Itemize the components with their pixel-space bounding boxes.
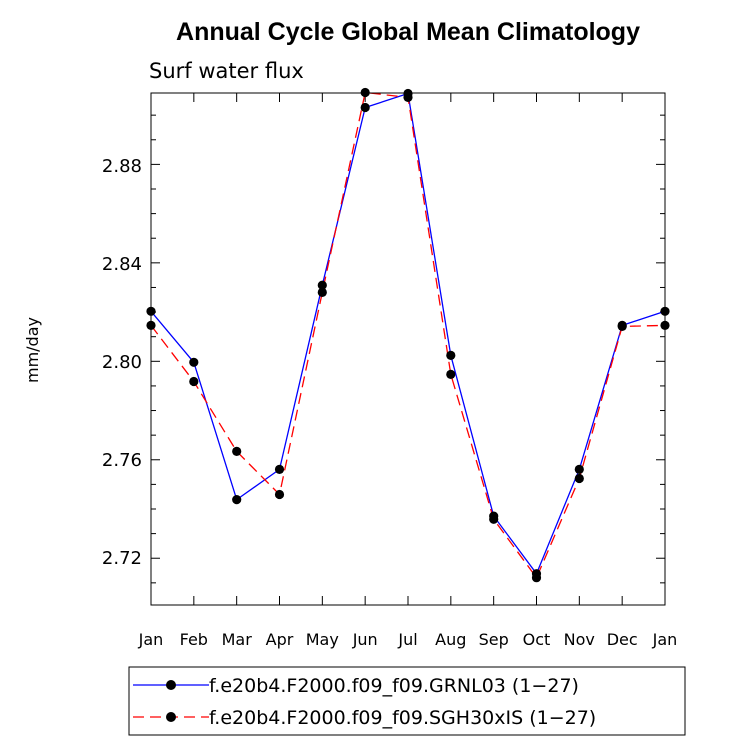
data-point-sgh30xis [617, 321, 627, 331]
data-point-grnl03 [189, 357, 199, 367]
data-point-grnl03 [317, 280, 327, 290]
data-point-grnl03 [574, 464, 584, 474]
series-line-sgh30xis [150, 91, 666, 579]
data-point-sgh30xis [317, 287, 327, 297]
x-tick-label: May [306, 630, 339, 649]
legend-label-grnl03: f.e20b4.F2000.f09_f09.GRNL03 (1−27) [209, 675, 579, 697]
data-point-sgh30xis [232, 446, 242, 456]
x-tick-label: Sep [479, 630, 509, 649]
data-point-sgh30xis [489, 514, 499, 524]
data-point-grnl03 [360, 102, 370, 113]
data-point-sgh30xis [189, 376, 199, 387]
y-tick-labels: 2.72 2.76 2.80 2.84 2.88 [102, 156, 142, 569]
y-tick-label: 2.88 [102, 156, 142, 177]
y-tick-label: 2.84 [102, 254, 142, 275]
data-point-grnl03 [232, 495, 242, 505]
x-tick-label: Aug [435, 630, 466, 649]
y-tick-label: 2.76 [102, 450, 142, 471]
x-tick-label: Dec [607, 630, 638, 649]
data-point-sgh30xis [574, 473, 584, 484]
data-point-grnl03 [274, 464, 285, 474]
data-point-sgh30xis [274, 489, 285, 500]
x-tick-label: Jun [352, 630, 378, 649]
x-tick-label: Oct [523, 630, 551, 649]
x-tick-label: Jan [652, 630, 678, 649]
y-tick-label: 2.80 [102, 352, 142, 373]
x-tick-label: Jul [397, 630, 417, 649]
data-point-sgh30xis [531, 573, 542, 583]
data-point-grnl03 [446, 350, 456, 360]
x-tick-label: Mar [222, 630, 253, 649]
legend: f.e20b4.F2000.f09_f09.GRNL03 (1−27) f.e2… [128, 666, 686, 736]
y-axis-label: mm/day [23, 317, 42, 383]
data-point-sgh30xis [403, 92, 413, 102]
ticks-layer [150, 93, 666, 605]
x-tick-label: Apr [266, 630, 294, 649]
data-point-sgh30xis [446, 369, 456, 379]
legend-swatch-marker-sgh30xis [166, 712, 176, 722]
chart-title: Annual Cycle Global Mean Climatology [176, 18, 640, 46]
x-tick-labels: Jan Feb Mar Apr May Jun Jul Aug Sep Oct … [138, 630, 678, 649]
legend-swatch-marker-grnl03 [166, 680, 176, 690]
series-line-grnl03 [150, 92, 666, 575]
y-tick-label: 2.72 [102, 548, 142, 569]
x-tick-label: Jan [138, 630, 164, 649]
series-layer [146, 87, 670, 583]
plot-frame [150, 92, 666, 606]
x-tick-label: Feb [180, 630, 208, 649]
legend-label-sgh30xis: f.e20b4.F2000.f09_f09.SGH30xIS (1−27) [209, 707, 596, 729]
x-tick-label: Nov [564, 630, 595, 649]
legend-box [128, 666, 686, 736]
chart-subtitle: Surf water flux [149, 59, 304, 83]
